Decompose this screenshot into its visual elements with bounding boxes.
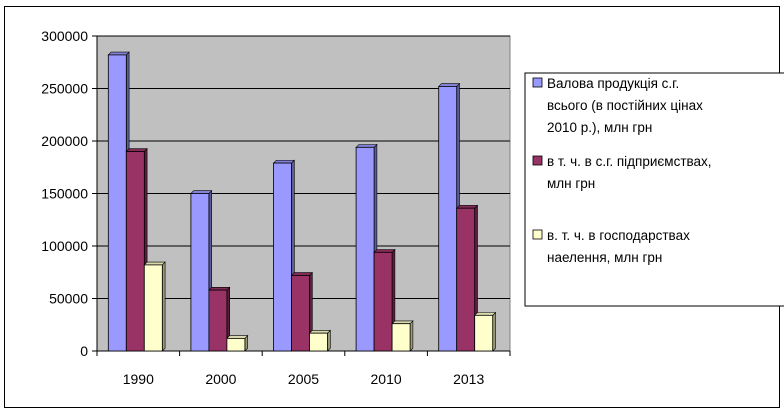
y-tick-label: 200000 [41, 133, 88, 149]
bar [456, 207, 476, 352]
x-tick-label: 2010 [371, 371, 402, 387]
bar-top-face [143, 261, 166, 266]
bar [291, 274, 310, 352]
x-tick-label: 1990 [123, 371, 154, 387]
bar-top-face [455, 205, 479, 209]
bar-top-face [290, 272, 314, 276]
legend-swatch [532, 229, 543, 240]
bar [226, 337, 246, 352]
legend-label: в. т. ч. в господарствах [547, 228, 690, 243]
bar-side-face [492, 311, 496, 352]
bar-side-face [162, 261, 166, 352]
legend-label: в т. ч. в с.г. підприємствах, [547, 154, 712, 169]
bar [373, 251, 393, 352]
legend-label: 2010 р.), млн грн [547, 120, 652, 135]
legend-swatch [532, 77, 543, 88]
x-tick-label: 2013 [453, 371, 484, 387]
bar [309, 332, 328, 352]
legend-label: млн грн [547, 176, 595, 191]
legend-label: наелення, млн грн [547, 250, 662, 265]
bar [107, 54, 127, 352]
bar-top-face [208, 286, 231, 291]
bar [474, 314, 494, 352]
bar-top-face [308, 330, 332, 334]
bar-top-face [391, 320, 414, 325]
bar [355, 146, 375, 352]
y-tick-label: 150000 [41, 186, 88, 202]
bar-top-face [373, 249, 396, 253]
bar [391, 323, 411, 352]
y-tick-label: 250000 [41, 81, 88, 97]
bar [125, 151, 145, 352]
bar-top-face [473, 312, 497, 316]
bar [143, 264, 163, 352]
bar-top-face [190, 190, 213, 194]
bar [190, 193, 210, 352]
y-tick-label: 50000 [49, 291, 88, 307]
bar [208, 289, 228, 352]
bar-top-face [107, 51, 130, 56]
y-tick-label: 300000 [41, 28, 88, 44]
y-tick-label: 100000 [41, 238, 88, 254]
bar [438, 86, 458, 352]
bar [273, 162, 292, 352]
bar-top-face [355, 144, 378, 148]
legend-box [524, 72, 784, 307]
x-tick-label: 2005 [288, 371, 319, 387]
x-tick-label: 2000 [205, 371, 236, 387]
bar-top-face [125, 148, 148, 152]
legend-label: всього (в постійних цінах [547, 98, 703, 113]
bar-side-face [327, 329, 331, 352]
bar-top-face [437, 83, 461, 87]
bar-top-face [226, 335, 249, 339]
bar-top-face [272, 159, 296, 164]
bar-side-face [409, 320, 414, 352]
legend-label: Валова продукція с.г. [547, 76, 679, 91]
legend-swatch [532, 155, 543, 166]
y-tick-label: 0 [80, 343, 88, 359]
